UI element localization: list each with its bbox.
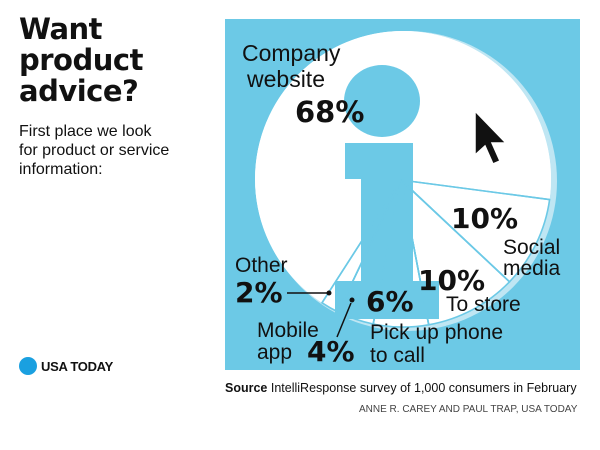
brand-logo: USA TODAY bbox=[19, 356, 113, 376]
slice-label-social-media: media bbox=[503, 257, 561, 280]
slice-label-mobile-app: app bbox=[257, 341, 292, 364]
leader-dot-other bbox=[326, 290, 332, 296]
leader-dot-mobile-app bbox=[349, 297, 355, 303]
slice-divider bbox=[400, 179, 550, 201]
slice-divider bbox=[337, 179, 402, 313]
slice-label-pick-up-phone: Pick up phone bbox=[370, 321, 503, 344]
slice-label-company-website: Company bbox=[242, 40, 341, 66]
cursor-arrow bbox=[474, 109, 508, 165]
slice-divider bbox=[321, 179, 402, 304]
slice-divider bbox=[372, 179, 402, 325]
source-text: IntelliResponse survey of 1,000 consumer… bbox=[270, 381, 577, 395]
slice-label-to-store: To store bbox=[446, 293, 521, 316]
slice-label-company-website: website bbox=[246, 66, 325, 92]
slice-label-mobile-app: Mobile bbox=[257, 319, 319, 342]
leader-mobile-app bbox=[336, 302, 352, 338]
slice-value-to-store: 10% bbox=[418, 264, 485, 297]
slice-value-social-media: 10% bbox=[451, 202, 518, 235]
i-dot bbox=[344, 65, 420, 137]
chart-panel: Company website 68% 10% Social media 10% To sto… bbox=[225, 19, 580, 370]
usa-today-circle-icon bbox=[19, 357, 37, 375]
slice-divider bbox=[400, 179, 430, 325]
slice-value-mobile-app: 4% bbox=[307, 335, 355, 368]
subtitle-line: information: bbox=[19, 161, 103, 178]
title-line: advice? bbox=[19, 74, 139, 108]
info-i-icon bbox=[335, 65, 439, 319]
page-title: Want product advice? bbox=[19, 14, 209, 107]
mouse-cursor-icon bbox=[474, 109, 508, 165]
subtitle-line: for product or service bbox=[19, 142, 170, 159]
subtitle: First place we look for product or servi… bbox=[19, 122, 219, 179]
pie-slice-social-media bbox=[398, 178, 551, 283]
source-note: Source IntelliResponse survey of 1,000 c… bbox=[225, 381, 595, 395]
subtitle-line: First place we look bbox=[19, 123, 152, 140]
title-line: product bbox=[19, 43, 143, 77]
slice-divider bbox=[400, 179, 511, 283]
slice-label-pick-up-phone: to call bbox=[370, 344, 425, 367]
slice-value-other: 2% bbox=[235, 276, 283, 309]
credit-line: ANNE R. CAREY AND PAUL TRAP, USA TODAY bbox=[359, 404, 578, 415]
slice-label-other: Other bbox=[235, 254, 288, 277]
title-line: Want bbox=[19, 12, 103, 46]
i-stem bbox=[335, 143, 439, 319]
brand-name: USA TODAY bbox=[41, 358, 113, 374]
slice-value-company-website: 68% bbox=[295, 95, 364, 129]
slice-value-pick-up-phone: 6% bbox=[366, 285, 414, 318]
slice-label-social-media: Social bbox=[503, 236, 560, 259]
source-label: Source bbox=[225, 381, 268, 395]
